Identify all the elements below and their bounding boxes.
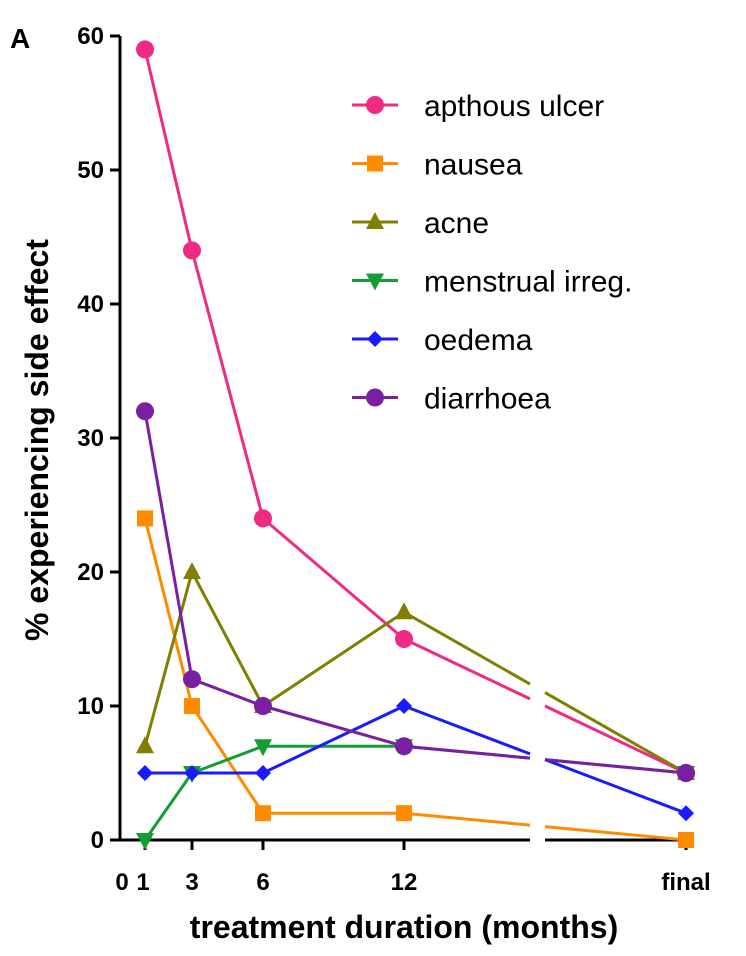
series-line — [544, 825, 687, 842]
data-point — [254, 697, 272, 715]
legend-label: nausea — [424, 149, 523, 182]
y-axis-title: % experiencing side effect — [19, 239, 55, 641]
x-axis-title: treatment duration (months) — [190, 909, 618, 945]
legend-item: nausea — [352, 149, 523, 182]
data-point — [366, 212, 384, 229]
series-marker-group — [137, 698, 694, 822]
data-point — [183, 562, 201, 579]
series-marker-group — [137, 510, 694, 848]
x-tick-label: 0 — [115, 869, 128, 896]
series-line — [190, 250, 265, 519]
legend: apthous ulcer nausea acne menstrual irreg. o… — [352, 90, 632, 416]
data-point — [137, 765, 153, 781]
data-point — [678, 832, 694, 848]
series-line — [143, 518, 194, 707]
series-line — [143, 571, 194, 747]
series-line — [143, 49, 194, 251]
data-point — [136, 40, 154, 59]
data-point — [396, 805, 412, 822]
series-line — [403, 811, 531, 827]
data-point — [395, 630, 413, 648]
y-tick-label: 20 — [77, 559, 104, 586]
series-line — [403, 610, 531, 686]
legend-item: oedema — [352, 324, 533, 357]
data-point — [254, 509, 272, 528]
series-line — [143, 772, 194, 841]
data-point — [137, 510, 153, 527]
data-point — [136, 736, 154, 754]
x-tick-label: 12 — [391, 869, 418, 896]
series-line-group — [143, 744, 687, 841]
series-line — [262, 517, 405, 641]
data-point — [183, 241, 201, 260]
data-point — [677, 764, 695, 782]
series-marker-group — [136, 40, 695, 782]
data-point — [366, 388, 384, 407]
y-tick-label: 30 — [77, 425, 104, 452]
data-point — [184, 698, 200, 714]
series-line — [143, 410, 194, 680]
data-point — [255, 765, 271, 781]
data-point — [367, 331, 383, 347]
data-point — [255, 805, 271, 822]
series-line-group — [143, 410, 687, 775]
series-line — [262, 610, 405, 708]
series-line — [403, 637, 531, 701]
series-line — [262, 704, 405, 775]
data-point — [183, 670, 201, 689]
panel-label: A — [10, 23, 30, 54]
legend-item: apthous ulcer — [352, 90, 604, 123]
x-tick-label: final — [661, 869, 710, 896]
data-point — [367, 155, 383, 172]
series-line-group — [143, 49, 687, 775]
data-point — [136, 833, 154, 850]
series-line — [190, 571, 265, 707]
data-point — [366, 96, 384, 114]
series-line — [262, 704, 405, 748]
series-markers — [136, 40, 695, 850]
data-point — [395, 602, 413, 620]
data-point — [254, 739, 272, 757]
data-point — [366, 273, 384, 291]
legend-item: menstrual irreg. — [352, 266, 632, 299]
series-marker-group — [136, 402, 695, 782]
series-line — [403, 704, 531, 756]
series-line — [191, 744, 264, 775]
series-lines — [143, 49, 687, 842]
x-tick-label: 3 — [185, 869, 198, 896]
legend-label: oedema — [424, 324, 533, 357]
series-line — [544, 758, 687, 775]
y-tick-label: 50 — [77, 157, 104, 184]
data-point — [184, 765, 200, 781]
x-tick-label: 1 — [136, 869, 149, 896]
series-line-group — [143, 571, 687, 775]
data-point — [395, 737, 413, 756]
y-tick-label: 10 — [77, 693, 104, 720]
data-point — [136, 402, 154, 421]
x-tick-label: 6 — [256, 869, 269, 896]
legend-label: acne — [424, 207, 489, 240]
legend-label: diarrhoea — [424, 383, 551, 416]
y-tick-label: 40 — [77, 291, 104, 318]
series-line — [544, 758, 687, 815]
legend-label: menstrual irreg. — [424, 266, 632, 299]
y-tick-label: 0 — [91, 827, 104, 854]
series-line-group — [143, 518, 687, 842]
series-line — [403, 744, 531, 760]
data-point — [678, 805, 694, 822]
series-line — [191, 677, 264, 708]
series-line — [544, 704, 687, 775]
legend-item: diarrhoea — [352, 383, 551, 416]
legend-label: apthous ulcer — [424, 90, 604, 123]
y-tick-label: 60 — [77, 23, 104, 50]
legend-item: acne — [352, 207, 489, 240]
data-point — [396, 698, 412, 714]
series-line — [544, 691, 687, 775]
